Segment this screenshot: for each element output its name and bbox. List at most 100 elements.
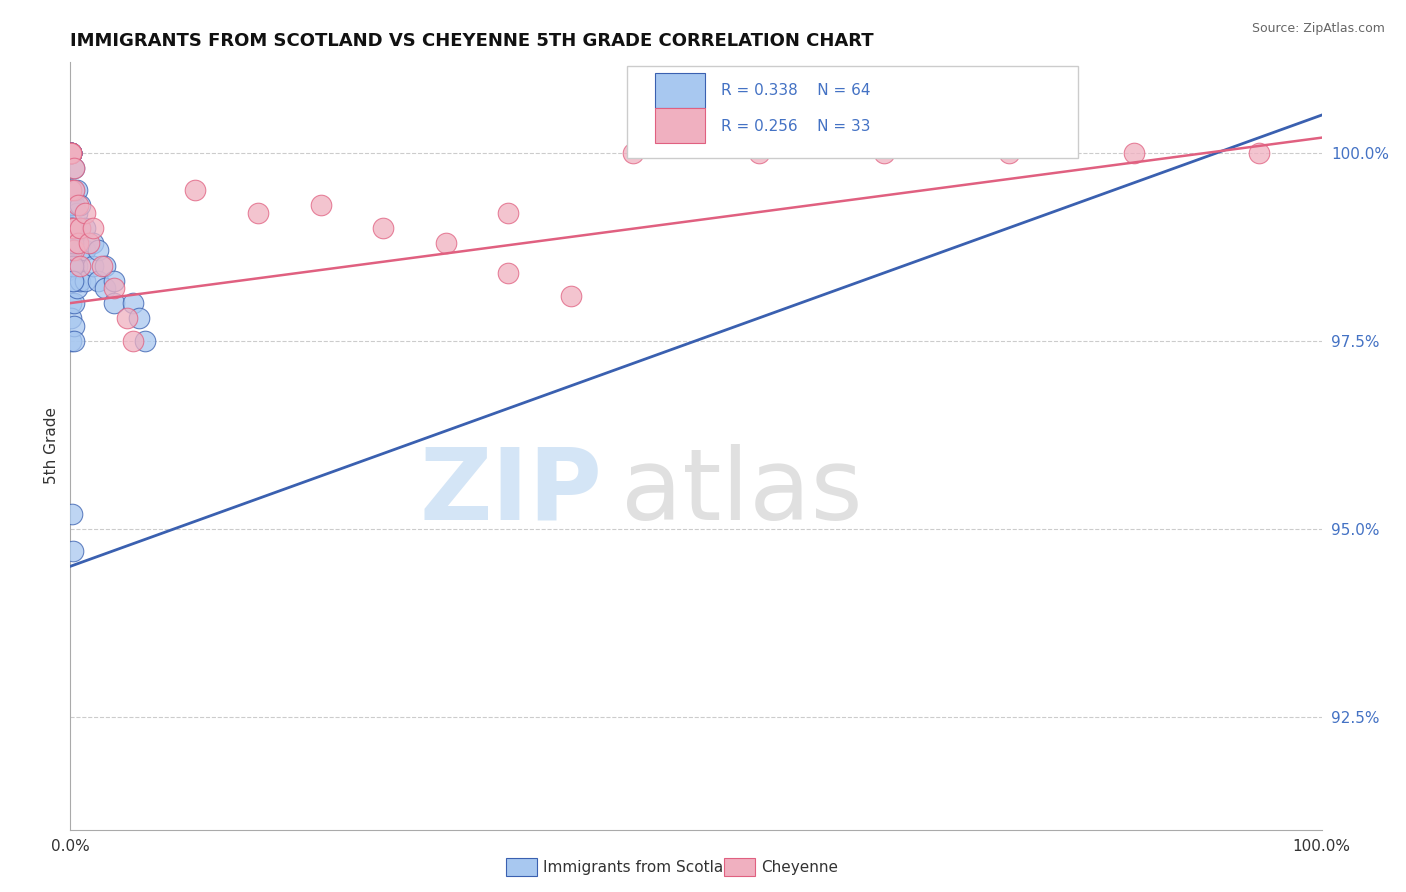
Point (59, 145, 82, 160)
Text: IMMIGRANTS FROM SCOTLAND VS CHEYENNE 5TH GRADE CORRELATION CHART: IMMIGRANTS FROM SCOTLAND VS CHEYENNE 5TH… (70, 32, 875, 50)
Point (69, 220, 91, 235)
Point (748, 145, 770, 160)
Point (62, 274, 84, 288)
Point (121, 334, 145, 348)
Point (65, 281, 87, 295)
Point (90, 259, 112, 273)
FancyBboxPatch shape (655, 73, 704, 108)
Point (75, 220, 97, 235)
Point (59, 259, 82, 273)
Point (65, 183, 87, 197)
Point (59, 145, 82, 160)
Point (75, 206, 97, 220)
Point (184, 183, 207, 197)
Point (560, 288, 582, 302)
Point (371, 220, 394, 235)
Point (59, 183, 82, 197)
Point (434, 235, 457, 250)
Point (59, 145, 82, 160)
Point (59, 145, 82, 160)
Point (63, 198, 86, 212)
Point (498, 266, 520, 280)
Point (59, 145, 82, 160)
Point (82, 235, 104, 250)
Point (103, 274, 125, 288)
Text: Source: ZipAtlas.com: Source: ZipAtlas.com (1251, 22, 1385, 36)
Point (63, 259, 86, 273)
Point (69, 259, 91, 273)
Point (63, 274, 86, 288)
Text: atlas: atlas (621, 443, 862, 541)
Point (87, 274, 110, 288)
Point (66, 235, 89, 250)
Point (75, 244, 97, 258)
Point (59, 145, 82, 160)
Text: Cheyenne: Cheyenne (761, 860, 838, 874)
Point (60, 220, 83, 235)
Point (59, 220, 82, 235)
Point (69, 220, 91, 235)
Point (103, 296, 125, 310)
Point (62, 544, 84, 558)
Point (59, 145, 82, 160)
Point (69, 198, 91, 212)
Point (59, 198, 82, 212)
FancyBboxPatch shape (627, 66, 1077, 158)
Point (63, 183, 86, 197)
Point (59, 145, 82, 160)
Point (75, 274, 97, 288)
Point (69, 274, 91, 288)
Text: ZIP: ZIP (419, 443, 602, 541)
Point (59, 145, 82, 160)
Point (59, 334, 82, 348)
Point (59, 145, 82, 160)
Point (59, 183, 82, 197)
Point (128, 311, 150, 326)
Point (82, 259, 104, 273)
Point (66, 198, 89, 212)
Point (77, 235, 100, 250)
Point (103, 281, 125, 295)
Point (59, 145, 82, 160)
Point (60, 507, 83, 521)
Point (94, 259, 117, 273)
Point (87, 244, 110, 258)
Point (63, 296, 86, 310)
Point (59, 220, 82, 235)
Point (59, 183, 82, 197)
Text: Immigrants from Scotland: Immigrants from Scotland (543, 860, 742, 874)
Point (872, 145, 894, 160)
Point (59, 235, 82, 250)
Point (498, 206, 520, 220)
Point (65, 206, 87, 220)
Point (69, 244, 91, 258)
Point (59, 198, 82, 212)
Point (121, 296, 145, 310)
Point (59, 145, 82, 160)
Point (62, 259, 84, 273)
Point (59, 235, 82, 250)
Point (65, 259, 87, 273)
Point (59, 311, 82, 326)
Point (59, 220, 82, 235)
Point (247, 206, 270, 220)
Point (63, 161, 86, 175)
FancyBboxPatch shape (655, 109, 704, 143)
Point (1249, 145, 1271, 160)
Point (621, 145, 644, 160)
Point (59, 274, 82, 288)
Point (59, 145, 82, 160)
Point (59, 259, 82, 273)
Point (115, 311, 138, 326)
Point (59, 183, 82, 197)
Point (59, 296, 82, 310)
Text: R = 0.338    N = 64: R = 0.338 N = 64 (721, 83, 870, 98)
Point (63, 244, 86, 258)
Point (134, 334, 156, 348)
Point (63, 220, 86, 235)
Text: R = 0.256    N = 33: R = 0.256 N = 33 (721, 119, 870, 134)
Point (60, 244, 83, 258)
Y-axis label: 5th Grade: 5th Grade (44, 408, 59, 484)
Point (63, 183, 86, 197)
Point (63, 220, 86, 235)
